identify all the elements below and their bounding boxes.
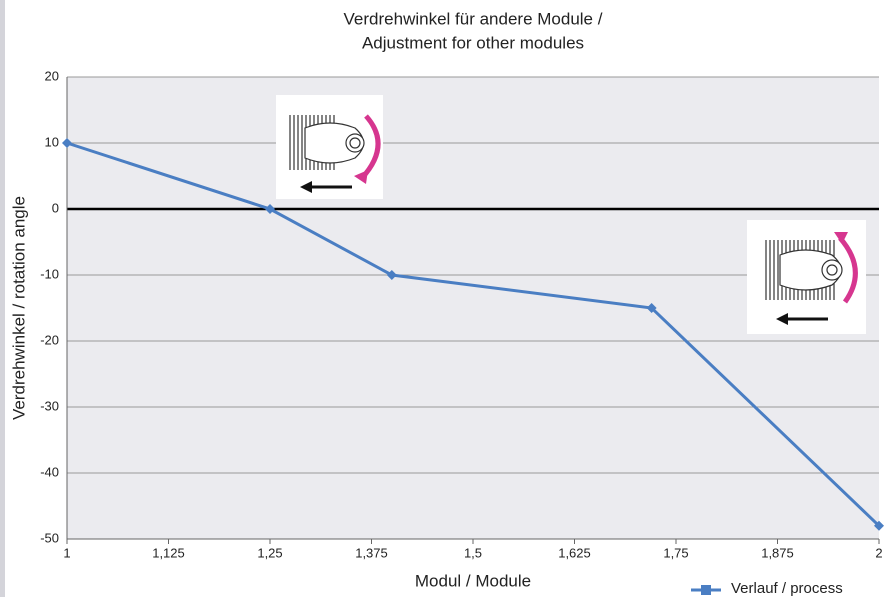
chart: Verdrehwinkel für andere Module / Adjust… [0, 0, 886, 597]
chart-title: Adjustment for other modules [362, 33, 584, 52]
legend: Verlauf / process [691, 580, 843, 597]
x-tick-label: 1,375 [355, 545, 388, 560]
rotation-icon [747, 220, 866, 334]
x-tick-label: 1,5 [464, 545, 482, 560]
x-tick-label: 1,625 [558, 545, 591, 560]
x-tick-label: 1,75 [663, 545, 688, 560]
y-tick-label: -10 [40, 266, 59, 281]
y-tick-label: 0 [52, 200, 59, 215]
y-tick-label: 20 [45, 68, 59, 83]
side-strip [0, 0, 5, 597]
y-axis-title: Verdrehwinkel / rotation angle [9, 196, 28, 420]
y-tick-label: -30 [40, 398, 59, 413]
chart-title: Verdrehwinkel für andere Module / [344, 9, 603, 28]
x-tick-label: 1,125 [152, 545, 185, 560]
y-tick-label: -20 [40, 332, 59, 347]
rotation-icon [276, 95, 383, 199]
y-tick-label: 10 [45, 134, 59, 149]
x-tick-label: 1,875 [761, 545, 794, 560]
x-tick-label: 2 [875, 545, 882, 560]
x-tick-label: 1 [63, 545, 70, 560]
y-tick-label: -50 [40, 530, 59, 545]
legend-label: Verlauf / process [731, 580, 843, 597]
y-tick-label: -40 [40, 464, 59, 479]
x-axis-title: Modul / Module [415, 571, 531, 590]
x-tick-label: 1,25 [257, 545, 282, 560]
legend-marker [701, 585, 711, 595]
